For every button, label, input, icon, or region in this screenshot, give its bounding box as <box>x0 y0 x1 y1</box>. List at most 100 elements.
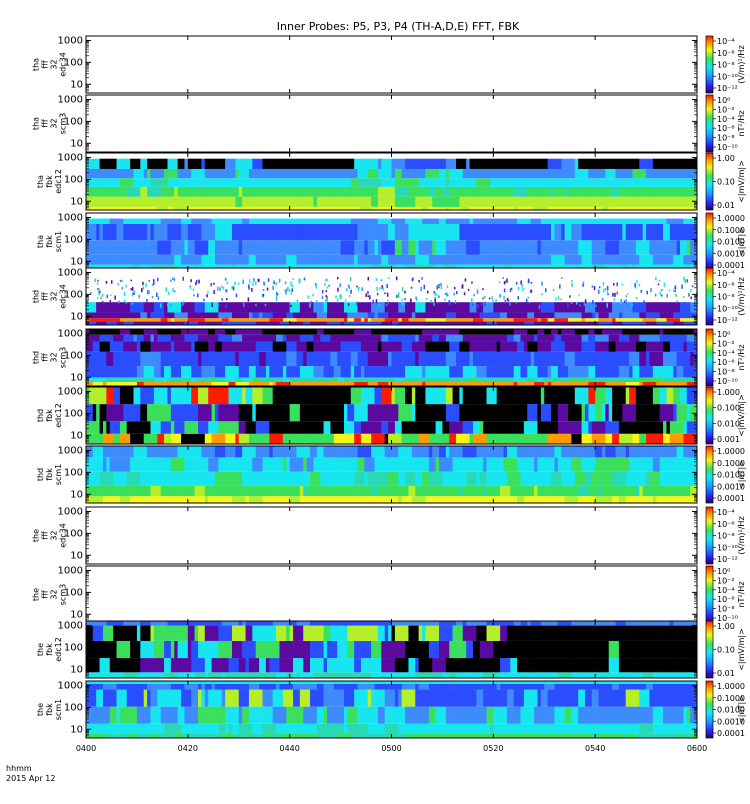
spectrogram-cell <box>272 240 277 255</box>
colorbar-label: <|nT|> <box>737 227 746 256</box>
spectrogram-cell <box>92 446 104 458</box>
spectrogram-cell <box>133 178 144 187</box>
spectrogram-speckle <box>369 295 371 298</box>
spectrogram-cell <box>639 485 643 497</box>
spectrogram-cell <box>394 733 406 738</box>
spectrogram-cell <box>486 471 494 486</box>
spectrogram-cell <box>520 672 535 678</box>
spectrogram-cell <box>86 471 94 486</box>
spectrogram-cell <box>354 318 362 322</box>
spectrogram-speckle <box>527 278 530 284</box>
spectrogram-cell <box>150 485 158 497</box>
spectrogram-cell <box>428 223 440 241</box>
spectrogram-cell <box>333 168 345 179</box>
spectrogram-cell <box>323 329 338 335</box>
spectrogram-speckle <box>138 294 140 299</box>
spectrogram-cell <box>316 178 328 187</box>
spectrogram-cell <box>676 186 684 197</box>
spectrogram-cell <box>150 625 155 641</box>
spectrogram-cell <box>289 321 304 325</box>
spectrogram-cell <box>666 457 674 472</box>
spectrogram-cell <box>289 457 304 472</box>
spectrogram-cell <box>86 672 97 678</box>
spectrogram-cell <box>568 387 576 405</box>
spectrogram-cell <box>191 196 202 207</box>
spectrogram-speckle <box>690 296 692 300</box>
spectrogram-cell <box>547 196 559 207</box>
spectrogram-cell <box>506 334 514 342</box>
spectrogram-cell <box>615 706 623 724</box>
spectrogram-speckle <box>307 295 309 299</box>
spectrogram-cell <box>184 377 192 383</box>
spectrogram-cell <box>591 218 606 224</box>
spectrogram-cell <box>534 351 545 367</box>
spectrogram-cell <box>388 341 402 352</box>
spectrogram-cell <box>517 168 531 179</box>
spectrogram-speckle <box>148 290 150 295</box>
spectrogram-cell <box>656 254 664 265</box>
spectrogram-cell <box>357 178 365 187</box>
spectrogram-cell <box>113 254 117 265</box>
spectrogram-cell <box>109 168 124 179</box>
spectrogram-cell <box>116 681 128 684</box>
spectrogram-cell <box>496 168 508 179</box>
spectrogram-speckle <box>657 283 660 286</box>
spectrogram-cell <box>496 421 501 434</box>
spectrogram-cell <box>354 404 369 422</box>
spectrogram-cell <box>136 485 145 497</box>
spectrogram-speckle <box>217 303 220 307</box>
spectrogram-cell <box>601 723 606 734</box>
spectrogram-cell <box>632 302 647 313</box>
spectrogram-cell <box>601 485 610 497</box>
spectrogram-cell <box>259 382 267 386</box>
spectrogram-cell <box>537 366 548 378</box>
spectrogram-cell <box>248 341 257 352</box>
spectrogram-cell <box>394 366 402 378</box>
spectrogram-speckle <box>602 282 605 286</box>
spectrogram-cell <box>177 264 185 270</box>
spectrogram-cell <box>462 321 474 325</box>
spectrogram-speckle <box>379 287 381 290</box>
spectrogram-cell <box>472 168 484 179</box>
spectrogram-cell <box>86 168 97 179</box>
spectrogram-cell <box>591 312 596 319</box>
spectrogram-cell <box>646 264 660 270</box>
spectrogram-cell <box>109 672 124 678</box>
spectrogram-cell <box>537 433 548 444</box>
spectrogram-cell <box>554 321 569 325</box>
spectrogram-cell <box>646 302 657 313</box>
spectrogram-cell <box>136 733 151 738</box>
spectrogram-cell <box>242 640 257 659</box>
spectrogram-cell <box>191 168 206 179</box>
spectrogram-cell <box>469 254 484 265</box>
spectrogram-cell <box>588 366 596 378</box>
spectrogram-cell <box>618 683 627 690</box>
spectrogram-speckle <box>448 300 450 305</box>
spectrogram-cell <box>259 672 267 678</box>
spectrogram-cell <box>449 168 453 179</box>
spectrogram-cell <box>286 723 290 734</box>
spectrogram-cell <box>503 672 514 678</box>
spectrogram-speckle <box>198 279 200 284</box>
spectrogram-cell <box>147 689 151 707</box>
spectrogram-cell <box>452 168 464 179</box>
spectrogram-cell <box>534 457 538 472</box>
spectrogram-cell <box>164 264 178 270</box>
spectrogram-cell <box>632 366 640 378</box>
spectrogram-speckle <box>111 280 113 284</box>
spectrogram-cell <box>211 723 216 734</box>
spectrogram-speckle <box>560 298 562 301</box>
spectrogram-cell <box>690 706 698 724</box>
spectrogram-cell <box>225 658 229 673</box>
spectrogram-cell <box>384 302 389 313</box>
spectrogram-cell <box>608 206 623 210</box>
spectrogram-speckle <box>292 278 294 281</box>
spectrogram-cell <box>96 302 100 313</box>
spectrogram-cell <box>537 640 542 659</box>
spectrogram-cell <box>554 334 562 342</box>
spectrogram-cell <box>554 178 565 187</box>
spectrogram-cell <box>574 158 579 169</box>
spectrogram-cell <box>316 421 324 434</box>
spectrogram-cell <box>248 658 260 673</box>
spectrogram-cell <box>143 433 158 444</box>
